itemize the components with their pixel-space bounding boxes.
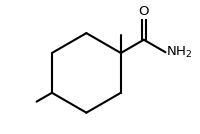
Text: NH$_2$: NH$_2$ <box>166 45 193 60</box>
Text: O: O <box>139 5 149 18</box>
